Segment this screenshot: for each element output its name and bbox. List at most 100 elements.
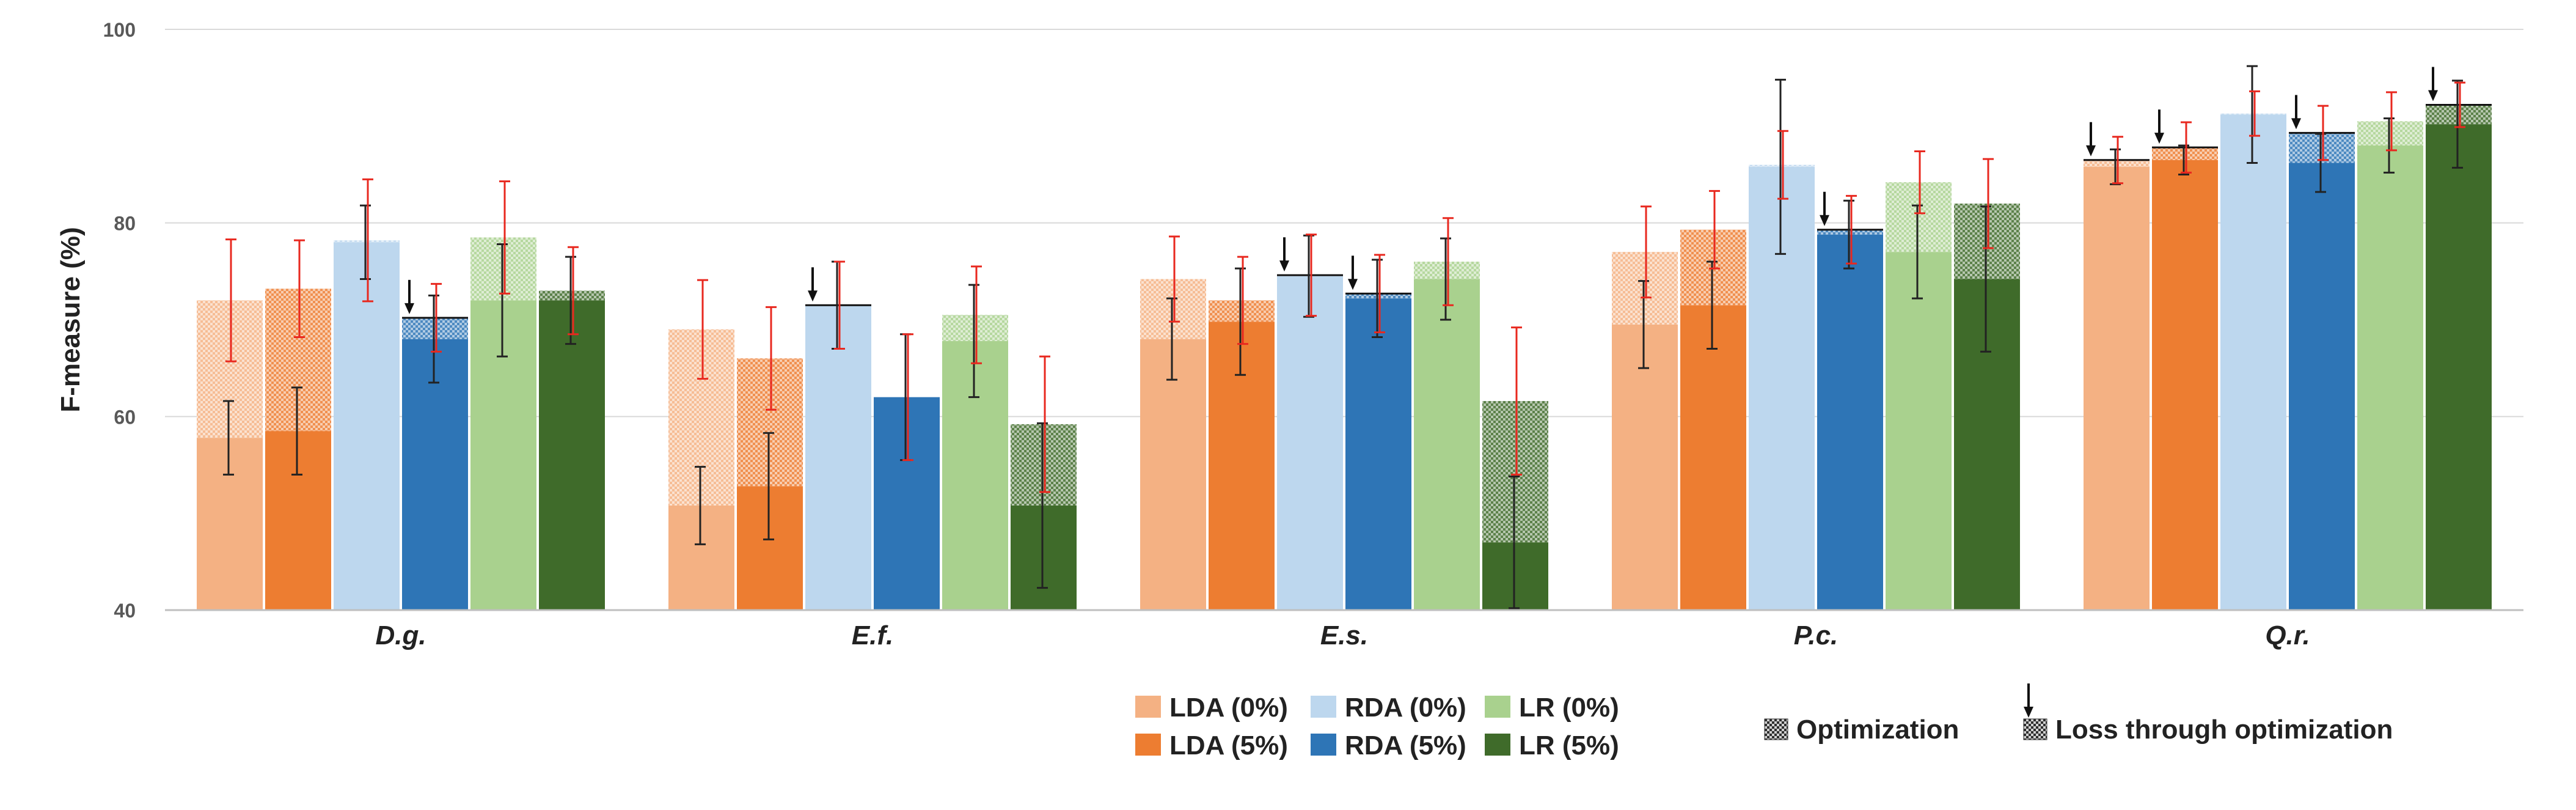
category-group <box>2084 65 2492 611</box>
bar-base <box>2220 114 2286 611</box>
bar-base <box>942 341 1008 610</box>
bar-optimization-hatch <box>1612 252 1678 325</box>
bar-base <box>1209 322 1275 610</box>
bar-base <box>470 300 536 610</box>
bar-base <box>1414 279 1480 610</box>
category-group <box>1140 217 1548 610</box>
bar-base <box>1612 324 1678 610</box>
bar-base <box>1140 339 1206 610</box>
legend-loss-arrow-head <box>2024 707 2033 718</box>
bar-optimization-hatch <box>265 289 331 432</box>
x-tick-label: Q.r. <box>2265 620 2310 650</box>
bars-layer <box>197 65 2492 611</box>
bar-optimization-hatch <box>1954 204 2020 279</box>
x-tick-label: E.s. <box>1320 620 1368 650</box>
bar-base <box>265 431 331 610</box>
y-tick-label: 60 <box>114 406 136 428</box>
bar-optimization-hatch <box>737 358 803 487</box>
bar-base <box>2084 166 2150 610</box>
bar-optimization-hatch <box>334 240 400 243</box>
legend-swatch <box>1311 734 1336 756</box>
x-tick-label: P.c. <box>1794 620 1839 650</box>
bar-optimization-hatch <box>1209 300 1275 322</box>
loss-arrow-head <box>1820 215 1829 226</box>
x-tick-label: E.f. <box>852 620 893 650</box>
y-axis-label: F-measure (%) <box>56 227 86 412</box>
bar-base <box>1011 506 1077 610</box>
bar-optimization-hatch <box>1886 182 1952 252</box>
bar-base <box>197 438 263 610</box>
legend-label: LDA (5%) <box>1169 731 1288 760</box>
bar-optimization-hatch <box>1817 229 1883 235</box>
bar-base <box>1954 279 2020 610</box>
loss-arrow-head <box>2154 133 2164 144</box>
bar-optimization-hatch <box>470 237 536 301</box>
legend-swatch <box>1485 734 1510 756</box>
legend-label: LR (5%) <box>1519 731 1619 760</box>
bar-base <box>2426 124 2492 610</box>
bar-optimization-hatch <box>2357 121 2423 145</box>
bar-optimization-hatch <box>2220 113 2286 115</box>
legend-optimization-swatch <box>1764 718 1788 740</box>
bar-optimization-hatch <box>1749 164 1815 167</box>
legend-loss-label: Loss through optimization <box>2055 715 2393 745</box>
bar-optimization-hatch <box>1414 262 1480 279</box>
legend-label: RDA (5%) <box>1345 731 1466 760</box>
bar-optimization-hatch <box>2426 105 2492 125</box>
bar-optimization-hatch <box>1482 401 1548 543</box>
legend-swatch <box>1311 696 1336 718</box>
category-group <box>197 178 605 610</box>
bar-base <box>2152 160 2218 610</box>
bar-base <box>2357 145 2423 610</box>
legend-swatch <box>1135 696 1161 718</box>
bar-optimization-hatch <box>2289 133 2355 163</box>
bar-base <box>402 339 468 610</box>
x-tick-label: D.g. <box>375 620 426 650</box>
legend-loss-swatch <box>2023 718 2047 740</box>
bar-optimization-hatch <box>1011 424 1077 506</box>
bar-optimization-hatch <box>2084 160 2150 167</box>
bar-optimization-hatch <box>402 317 468 339</box>
bar-optimization-hatch <box>539 290 605 301</box>
bar-base <box>805 305 871 610</box>
legend-label: LR (0%) <box>1519 693 1619 723</box>
loss-arrow-head <box>1348 279 1358 290</box>
category-group <box>1612 78 2020 611</box>
bar-optimization-hatch <box>2152 147 2218 160</box>
bar-base <box>1680 305 1746 610</box>
bar-base <box>1886 252 1952 611</box>
y-tick-label: 80 <box>114 213 136 235</box>
bar-optimization-hatch <box>942 315 1008 341</box>
legend-label: RDA (0%) <box>1345 693 1466 723</box>
bar-optimization-hatch <box>1140 279 1206 339</box>
bar-base <box>2289 163 2355 610</box>
bar-base <box>874 397 940 610</box>
legend-label: LDA (0%) <box>1169 693 1288 723</box>
legend-swatch <box>1485 696 1510 718</box>
loss-arrow-head <box>808 290 818 302</box>
category-group <box>668 260 1077 610</box>
bar-base <box>668 506 734 610</box>
bar-optimization-hatch <box>197 300 263 438</box>
legend-swatch <box>1135 734 1161 756</box>
bar-base <box>737 486 803 610</box>
loss-arrow-head <box>404 303 414 314</box>
legend-optimization-label: Optimization <box>1796 715 1959 745</box>
bar-optimization-hatch <box>1680 229 1746 306</box>
y-tick-label: 40 <box>114 600 136 622</box>
bar-base <box>1345 298 1411 610</box>
bar-base <box>1749 166 1815 610</box>
legend-layer: LDA (0%) RDA (0%) LR (0%) LDA (5%) RDA (5%) L… <box>1135 683 2393 760</box>
loss-arrow-head <box>1279 260 1289 272</box>
loss-arrow-head <box>2428 90 2438 101</box>
bar-base <box>1817 234 1883 611</box>
loss-arrow-head <box>2291 118 2301 130</box>
bar-base <box>1482 542 1548 610</box>
bar-base <box>334 242 400 610</box>
bar-optimization-hatch <box>1345 293 1411 299</box>
bar-base <box>539 300 605 610</box>
axis-layer: 40 60 80 100 F-measure (%) D.g. E.f. E.s. P.c. Q.… <box>56 19 2523 650</box>
loss-arrow-head <box>2086 145 2096 156</box>
